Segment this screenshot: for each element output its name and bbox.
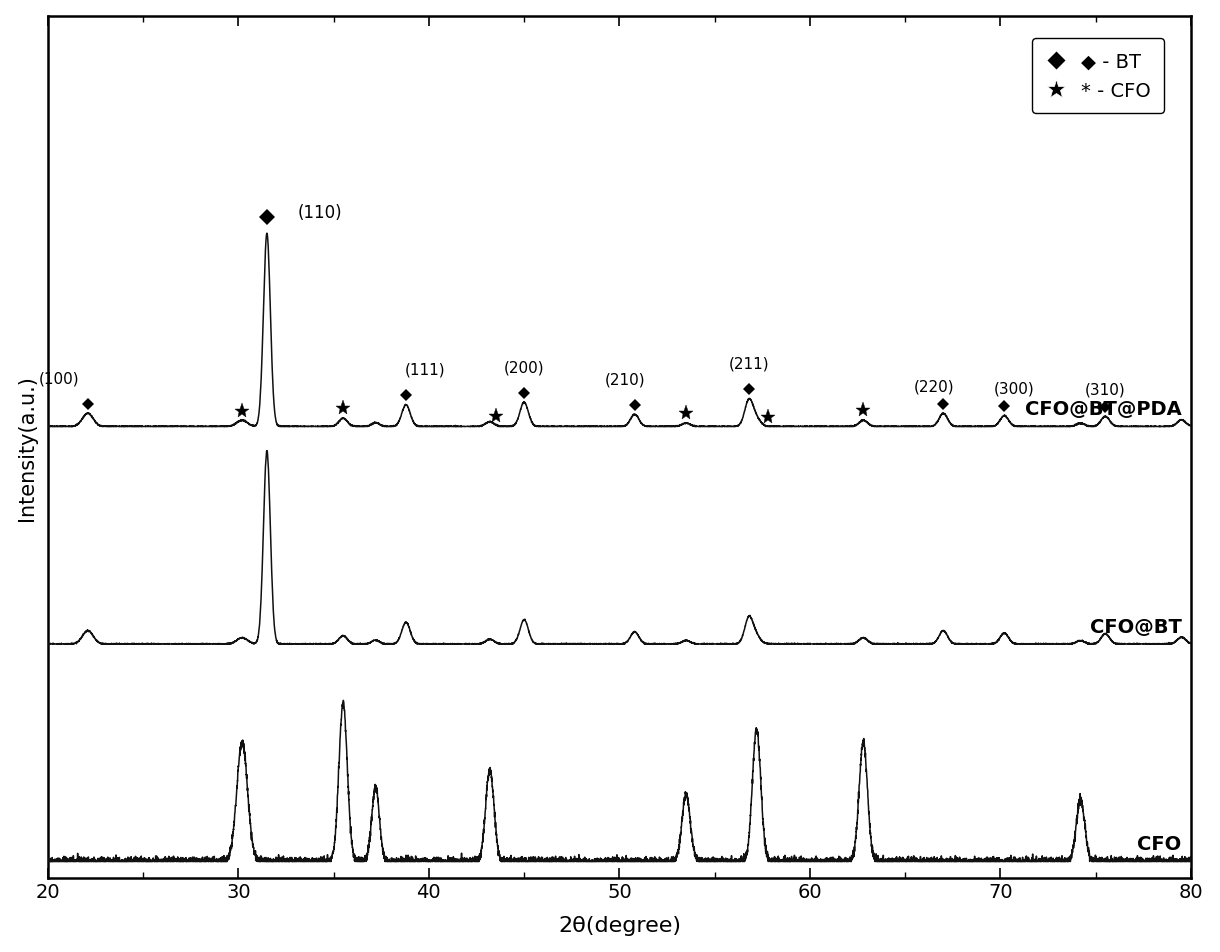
Text: (210): (210) bbox=[605, 372, 645, 387]
Text: (211): (211) bbox=[728, 356, 770, 371]
Text: (110): (110) bbox=[298, 204, 342, 222]
Text: (200): (200) bbox=[504, 360, 544, 375]
Text: CFO@BT@PDA: CFO@BT@PDA bbox=[1025, 400, 1181, 419]
Text: (111): (111) bbox=[405, 362, 445, 377]
Legend: ◆ - BT, * - CFO: ◆ - BT, * - CFO bbox=[1032, 39, 1164, 114]
Text: CFO@BT: CFO@BT bbox=[1089, 617, 1181, 636]
Y-axis label: Intensity(a.u.): Intensity(a.u.) bbox=[17, 374, 37, 520]
Text: (300): (300) bbox=[993, 381, 1035, 396]
Text: (220): (220) bbox=[914, 379, 954, 394]
X-axis label: 2θ(degree): 2θ(degree) bbox=[558, 916, 681, 936]
Text: (100): (100) bbox=[39, 371, 79, 386]
Text: (310): (310) bbox=[1085, 382, 1126, 397]
Text: CFO: CFO bbox=[1137, 835, 1181, 854]
